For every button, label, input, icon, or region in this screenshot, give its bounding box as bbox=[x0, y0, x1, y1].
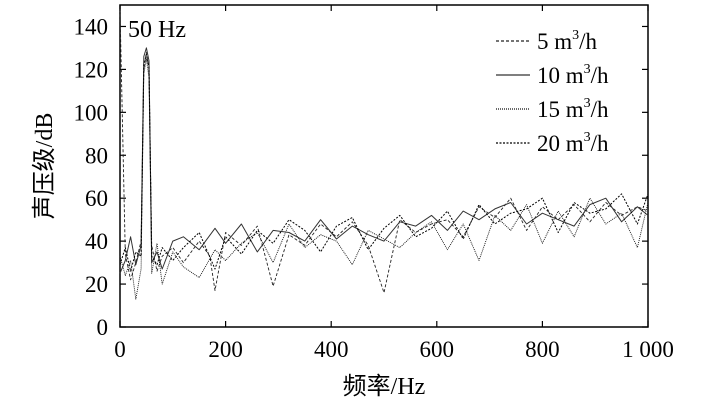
y-axis-ticks: 0 20 40 60 80 100 120 140 bbox=[74, 14, 648, 340]
x-axis-ticks: 0 200 400 600 800 1 000 bbox=[114, 5, 674, 362]
series-layer bbox=[119, 9, 649, 300]
legend-label-superscript: 3 bbox=[584, 96, 591, 111]
y-tick-label: 100 bbox=[74, 100, 109, 125]
legend-label-unit: /h bbox=[591, 63, 609, 88]
x-tick-label: 1 000 bbox=[622, 337, 674, 362]
y-tick-label: 60 bbox=[85, 186, 108, 211]
legend-label-unit: /h bbox=[591, 97, 609, 122]
legend-label-superscript: 3 bbox=[584, 62, 591, 77]
x-tick-label: 600 bbox=[420, 337, 455, 362]
legend-label-unit: /h bbox=[591, 131, 609, 156]
plot-frame bbox=[119, 4, 649, 328]
legend: 5 m3/h10 m3/h15 m3/h20 m3/h bbox=[496, 28, 609, 156]
x-tick-label: 400 bbox=[314, 337, 349, 362]
legend-label-unit: /h bbox=[579, 29, 597, 54]
y-tick-label: 80 bbox=[85, 143, 108, 168]
y-tick-label: 120 bbox=[74, 57, 109, 82]
legend-label-base: 5 m bbox=[537, 29, 572, 54]
x-axis-title: 频率/Hz bbox=[343, 373, 426, 400]
legend-label-superscript: 3 bbox=[584, 130, 591, 145]
legend-label: 5 m3/h bbox=[537, 28, 598, 54]
y-tick-label: 0 bbox=[97, 315, 109, 340]
y-axis-title: 声压级/dB bbox=[31, 113, 58, 220]
series-line-3 bbox=[119, 58, 649, 300]
series-line-4 bbox=[119, 53, 649, 272]
legend-label-base: 10 m bbox=[537, 63, 584, 88]
legend-label: 10 m3/h bbox=[537, 62, 609, 88]
legend-label-base: 15 m bbox=[537, 97, 584, 122]
legend-label-base: 20 m bbox=[537, 131, 584, 156]
legend-label-superscript: 3 bbox=[572, 28, 579, 43]
peak-annotation: 50 Hz bbox=[128, 17, 186, 43]
x-tick-label: 800 bbox=[525, 337, 560, 362]
legend-label: 20 m3/h bbox=[537, 130, 609, 156]
x-tick-label: 200 bbox=[208, 337, 243, 362]
x-tick-label: 0 bbox=[114, 337, 126, 362]
y-tick-label: 140 bbox=[74, 14, 109, 39]
legend-label: 15 m3/h bbox=[537, 96, 609, 122]
y-tick-label: 20 bbox=[85, 272, 108, 297]
y-tick-label: 40 bbox=[85, 229, 108, 254]
series-line-2 bbox=[119, 47, 649, 274]
